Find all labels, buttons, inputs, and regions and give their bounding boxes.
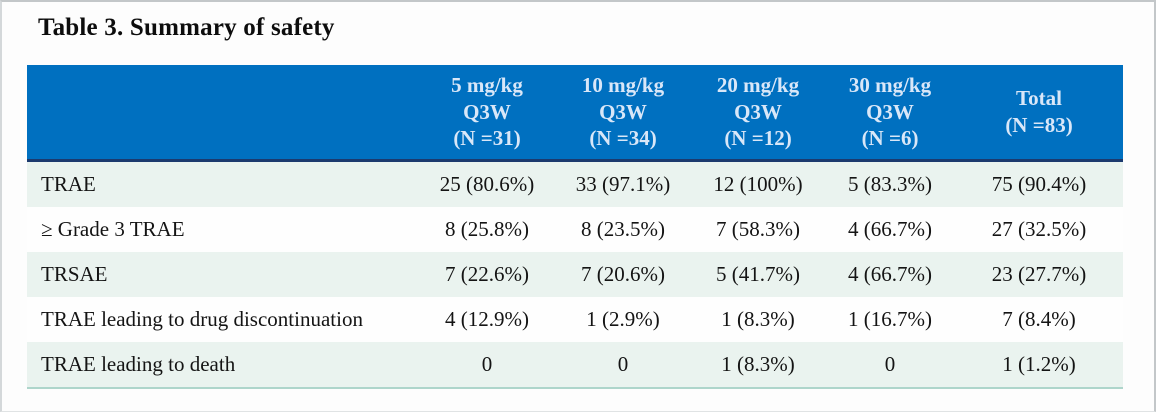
data-cell: 4 (12.9%) — [445, 307, 529, 331]
data-cell: 23 (27.7%) — [991, 262, 1087, 286]
table-row-trae-death: TRAE leading to death 0 0 1 (8.3%) 0 1 (… — [27, 342, 1123, 388]
table-row-trae: TRAE 25 (80.6%) 33 (97.1%) 12 (100%) 5 (… — [27, 160, 1123, 207]
row-label: TRAE leading to drug discontinuation — [41, 307, 363, 331]
column-header-10mgkg: 10 mg/kg Q3W (N =34) — [555, 65, 691, 162]
table-title: Table 3. Summary of safety — [38, 14, 335, 41]
table-row-grade3-trae: ≥ Grade 3 TRAE 8 (25.8%) 8 (23.5%) 7 (58… — [27, 207, 1123, 252]
data-cell: 33 (97.1%) — [575, 172, 671, 196]
data-cell: 1 (2.9%) — [586, 307, 660, 331]
table-row-trsae: TRSAE 7 (22.6%) 7 (20.6%) 5 (41.7%) 4 (6… — [27, 252, 1123, 297]
data-cell: 7 (22.6%) — [445, 262, 529, 286]
data-cell: 0 — [617, 352, 629, 376]
data-cell: 75 (90.4%) — [991, 172, 1087, 196]
column-header-empty — [27, 65, 419, 162]
data-cell: 0 — [481, 352, 493, 376]
row-label: ≥ Grade 3 TRAE — [41, 217, 185, 241]
data-cell: 1 (8.3%) — [721, 307, 795, 331]
data-cell: 7 (20.6%) — [581, 262, 665, 286]
data-cell: 7 (8.4%) — [1002, 307, 1076, 331]
data-cell: 1 (16.7%) — [848, 307, 932, 331]
data-cell: 7 (58.3%) — [716, 217, 800, 241]
data-cell: 4 (66.7%) — [848, 217, 932, 241]
data-cell: 25 (80.6%) — [439, 172, 535, 196]
data-cell: 1 (8.3%) — [721, 352, 795, 376]
column-header-20mgkg: 20 mg/kg Q3W (N =12) — [691, 65, 825, 162]
data-cell: 1 (1.2%) — [1002, 352, 1076, 376]
data-cell: 12 (100%) — [713, 172, 803, 196]
column-header-30mgkg: 30 mg/kg Q3W (N =6) — [825, 65, 955, 162]
data-cell: 5 (41.7%) — [716, 262, 800, 286]
column-header-total: Total (N =83) — [955, 65, 1123, 162]
row-label: TRAE leading to death — [41, 352, 236, 376]
data-cell: 27 (32.5%) — [991, 217, 1087, 241]
data-cell: 8 (25.8%) — [445, 217, 529, 241]
data-cell: 8 (23.5%) — [581, 217, 665, 241]
data-cell: 5 (83.3%) — [848, 172, 932, 196]
table-row-trae-discontinuation: TRAE leading to drug discontinuation 4 (… — [27, 297, 1123, 342]
column-header-5mgkg: 5 mg/kg Q3W (N =31) — [419, 65, 555, 162]
table-header-row: 5 mg/kg Q3W (N =31) 10 mg/kg Q3W (N =34)… — [27, 65, 1123, 162]
data-cell: 4 (66.7%) — [848, 262, 932, 286]
row-label: TRSAE — [41, 262, 108, 286]
safety-summary-table: 5 mg/kg Q3W (N =31) 10 mg/kg Q3W (N =34)… — [27, 65, 1123, 389]
data-cell: 0 — [884, 352, 896, 376]
row-label: TRAE — [41, 172, 96, 196]
